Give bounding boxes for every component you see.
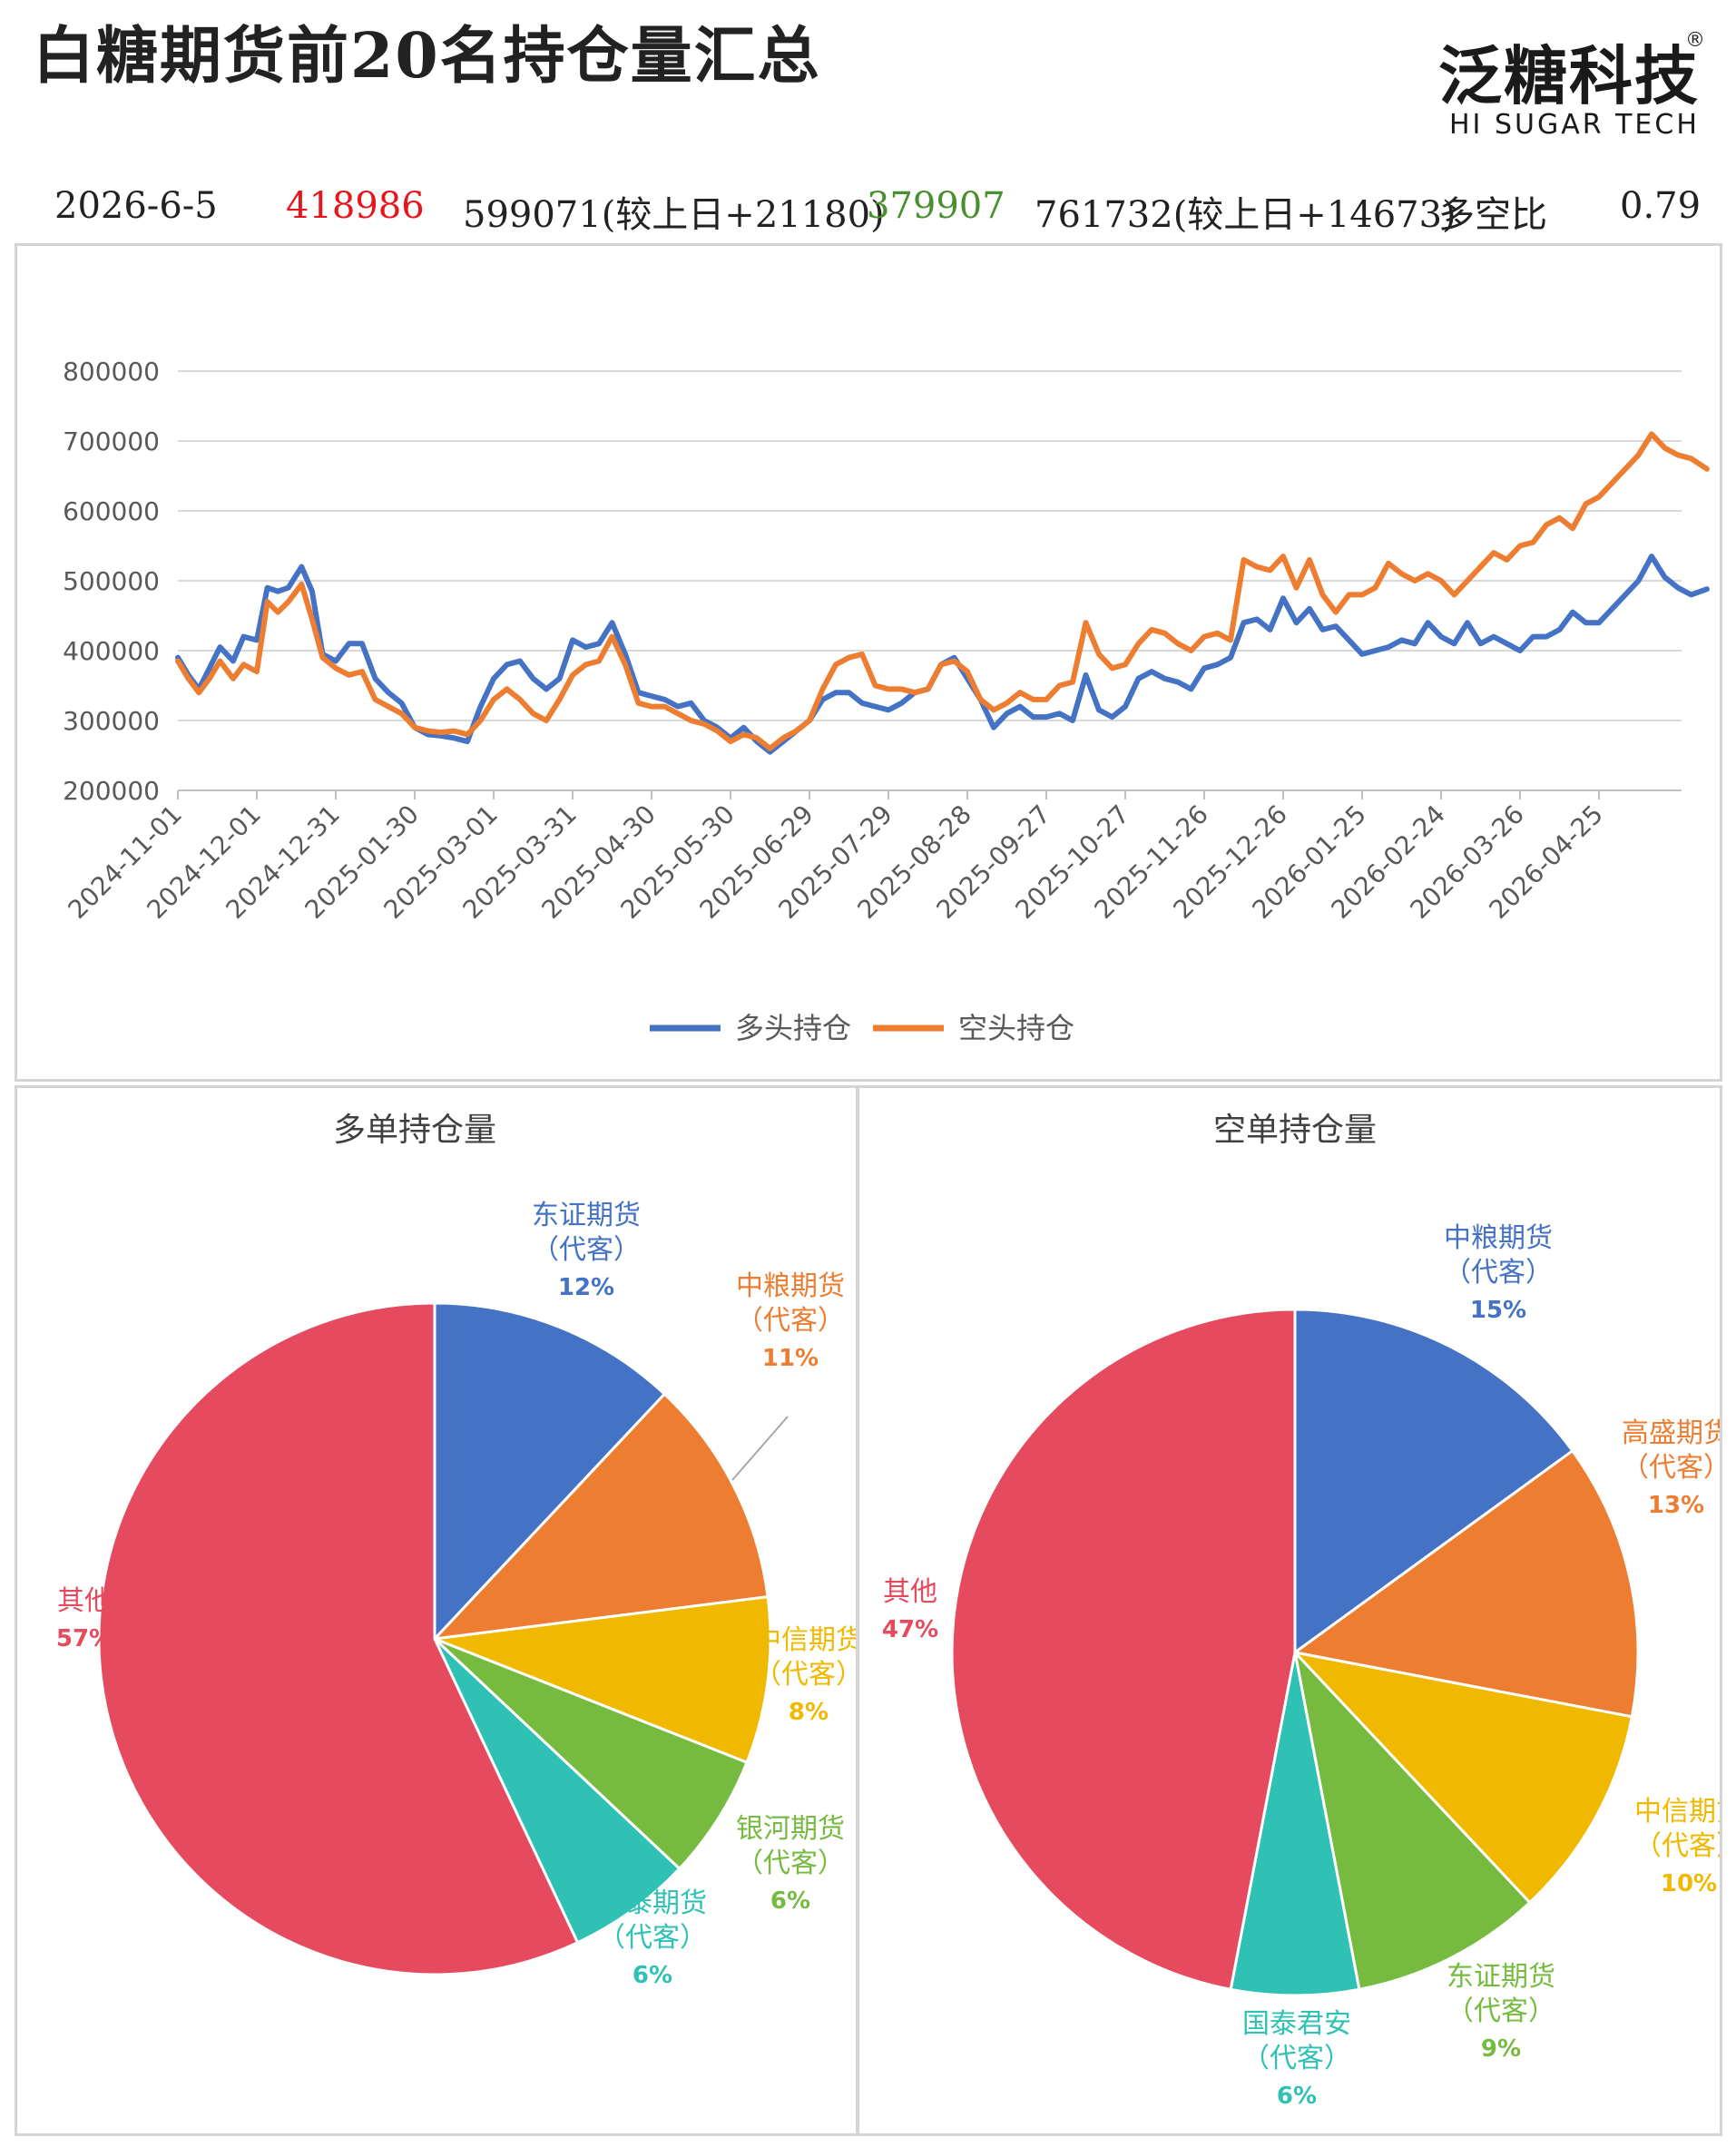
- pie-title: 多单持仓量: [333, 1112, 496, 1149]
- slice-percent: 6%: [770, 1887, 810, 1915]
- slice-name: 中粮期货: [1444, 1222, 1553, 1254]
- pie-slice: [1229, 1652, 1361, 1997]
- slice-percent: 9%: [1481, 2035, 1521, 2063]
- stat-long-net: 418986: [286, 185, 425, 227]
- slice-sub: （代客）: [1447, 1995, 1555, 2027]
- slice-percent: 6%: [633, 1962, 672, 1989]
- slice-percent: 11%: [762, 1345, 819, 1372]
- slice-name: 华泰期货: [598, 1887, 707, 1919]
- slice-percent: 8%: [789, 1699, 829, 1726]
- page-title: 白糖期货前20名持仓量汇总: [33, 20, 821, 93]
- slice-name: 中信期货: [754, 1624, 856, 1656]
- logo-cn-text: 泛糖科技: [1438, 39, 1700, 113]
- line-chart-panel: 800000 700000 600000 500000 400000 300000 2000…: [15, 243, 1722, 1082]
- slice-name: 中信期货: [1634, 1796, 1720, 1828]
- registered-mark: ®: [1685, 29, 1705, 52]
- y-tick-label: 300000: [63, 706, 160, 736]
- line-chart: 800000 700000 600000 500000 400000 300000 2000…: [63, 357, 1710, 1045]
- y-tick-label: 800000: [63, 357, 160, 387]
- slice-sub: （代客）: [1242, 2043, 1351, 2074]
- slice-label: 国泰君安（代客） 6%: [1242, 2008, 1351, 2110]
- stat-long-total: 599071(较上日+21180): [463, 194, 885, 236]
- pie-title: 空单持仓量: [1213, 1112, 1377, 1149]
- stat-date: 2026-6-5: [54, 185, 218, 227]
- pie-slice: [97, 1301, 580, 1976]
- slice-label: 东证期货（代客） 9%: [1447, 1961, 1555, 2063]
- slice-percent: 15%: [1470, 1297, 1526, 1324]
- slice-name: 东证期货: [532, 1200, 641, 1231]
- slice-sub: （代客）: [532, 1234, 641, 1266]
- slice-label: 高盛期货（代客） 13%: [1622, 1417, 1731, 1519]
- slice-label: 其他 47%: [882, 1576, 938, 1643]
- slice-percent: 47%: [882, 1616, 938, 1643]
- stat-short-total: 761732(较上日+14673): [1035, 194, 1456, 236]
- slice-label: 华泰期货（代客） 6%: [598, 1887, 707, 1989]
- slice-label: 中粮期货（代客） 15%: [1444, 1222, 1553, 1324]
- pie-slice: [433, 1637, 749, 1871]
- slice-sub: （代客）: [1634, 1830, 1720, 1862]
- pie-slice: [434, 1594, 772, 1765]
- stat-short-net: 379907: [867, 185, 1005, 227]
- slice-percent: 12%: [558, 1274, 614, 1301]
- slice-name: 其他: [57, 1585, 112, 1617]
- y-tick-label: 500000: [63, 566, 160, 596]
- slice-label: 中粮期货（代客） 11%: [736, 1270, 845, 1372]
- slice-label: 中信期货（代客） 10%: [1634, 1796, 1736, 1897]
- legend-label: 空头持仓: [958, 1011, 1074, 1045]
- slice-label: 其他 57%: [56, 1585, 113, 1652]
- y-tick-label: 700000: [63, 426, 160, 456]
- slice-sub: （代客）: [1444, 1257, 1553, 1289]
- pie-slice: [950, 1308, 1297, 1992]
- slice-percent: 57%: [56, 1625, 113, 1652]
- slice-sub: （代客）: [1622, 1452, 1720, 1484]
- slice-sub: （代客）: [598, 1922, 707, 1954]
- y-tick-label: 400000: [63, 636, 160, 666]
- stat-ratio-label: 多空比: [1438, 194, 1547, 236]
- slice-label: 东证期货（代客） 12%: [532, 1200, 641, 1301]
- pie-slice: [1293, 1308, 1574, 1655]
- slice-name: 高盛期货: [1622, 1417, 1720, 1449]
- series-line-short: [175, 431, 1710, 751]
- slice-percent: 10%: [1661, 1870, 1717, 1897]
- slice-name: 其他: [883, 1576, 937, 1608]
- slice-label: 银河期货（代客） 6%: [736, 1813, 845, 1915]
- pie-slice: [431, 1392, 770, 1642]
- logo-en-text: HI SUGAR TECH: [1449, 109, 1700, 141]
- slice-percent: 6%: [1277, 2083, 1317, 2110]
- brand-logo: 泛糖科技 ® HI SUGAR TECH: [1438, 25, 1711, 143]
- pie-slice: [433, 1637, 682, 1945]
- slice-name: 银河期货: [736, 1813, 845, 1845]
- slice-name: 中粮期货: [736, 1270, 845, 1302]
- y-tick-label: 200000: [63, 776, 160, 806]
- slice-percent: 13%: [1648, 1492, 1704, 1519]
- pie-slice: [1291, 1448, 1640, 1719]
- slice-name: 国泰君安: [1242, 2008, 1351, 2040]
- leader-line: [731, 1416, 789, 1481]
- short-pie-panel: 空单持仓量中粮期货（代客）15%高盛期货（代客）13%中信期货（代客）10%东证…: [857, 1085, 1736, 2136]
- slice-name: 东证期货: [1447, 1961, 1555, 1993]
- legend-label: 多头持仓: [735, 1011, 851, 1045]
- pie-slice: [433, 1301, 667, 1642]
- slice-label: 中信期货（代客） 8%: [754, 1624, 863, 1726]
- slice-sub: （代客）: [736, 1305, 845, 1337]
- pie-slice: [1292, 1648, 1532, 1992]
- short-pie-chart: 空单持仓量中粮期货（代客）15%高盛期货（代客）13%中信期货（代客）10%东证…: [882, 1112, 1736, 2110]
- slice-sub: （代客）: [754, 1659, 856, 1691]
- y-tick-label: 600000: [63, 496, 160, 526]
- pie-slice: [1290, 1650, 1634, 1905]
- long-pie-panel: 多单持仓量 东证期货 （代客） 12% 中粮期货 （代客） 11% 中信期货 （代客） 8% 银河期…: [15, 1085, 863, 2136]
- stat-ratio-value: 0.79: [1620, 185, 1702, 227]
- slice-sub: （代客）: [736, 1848, 845, 1879]
